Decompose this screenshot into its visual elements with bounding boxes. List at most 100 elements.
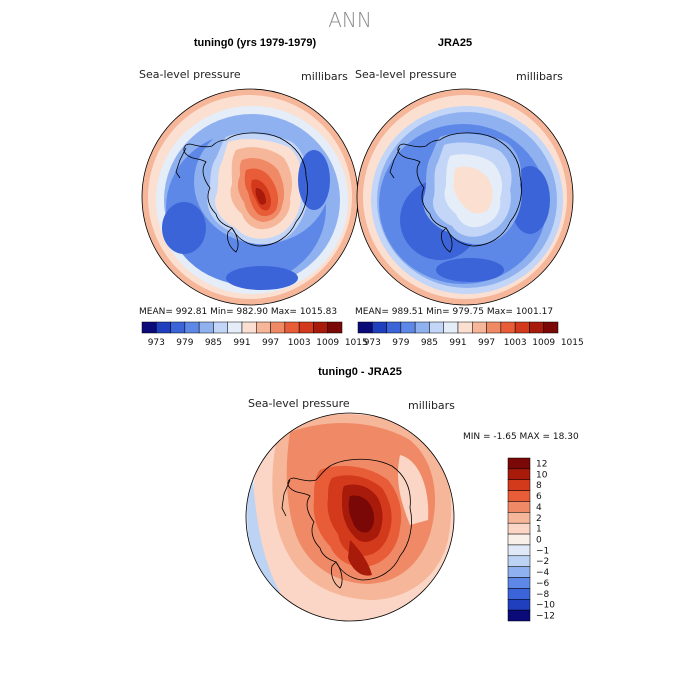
p3-colorbar-swatch — [507, 533, 531, 546]
p3-colorbar-tick-label: 12 — [536, 459, 547, 469]
p1-ross-coast — [227, 227, 239, 253]
p3-colorbar-tick-label: −10 — [536, 601, 555, 611]
p3-ross-coast — [331, 561, 343, 589]
p1-colorbar-swatch — [327, 321, 343, 334]
panel-1-title: tuning0 (yrs 1979-1979) — [193, 37, 317, 49]
p3-colorbar-swatch — [507, 512, 531, 524]
p2-peninsula — [389, 147, 401, 179]
p2-colorbar-swatch — [486, 321, 502, 334]
panel-3-units: millibars — [408, 399, 455, 412]
p3-coastline — [287, 458, 412, 581]
p2-colorbar-swatch — [443, 321, 459, 334]
p1-colorbar-swatch — [313, 321, 328, 334]
p2-colorbar-swatch — [500, 321, 516, 334]
p3-colorbar-swatch — [507, 577, 531, 589]
p3-colorbar-tick-label: 4 — [536, 503, 542, 513]
p3-colorbar-swatch — [507, 479, 531, 491]
p3-colorbar-swatch — [507, 544, 531, 557]
panel-1-units: millibars — [301, 70, 348, 83]
p2-colorbar-swatch — [457, 321, 473, 334]
p1-low-east — [298, 150, 330, 210]
p1-colorbar-tick-label: 973 — [148, 338, 165, 348]
p1-colorbar-swatch — [184, 321, 200, 334]
panel-2-units: millibars — [516, 70, 563, 83]
p3-colorbar-swatch — [507, 490, 531, 502]
p3-colorbar-tick-label: 8 — [536, 481, 542, 491]
p2-colorbar-swatch — [429, 321, 444, 334]
p3-colorbar-tick-label: −12 — [536, 612, 555, 622]
p1-low-south — [226, 266, 298, 290]
p1-colorbar-swatch — [227, 321, 243, 334]
p3-colorbar-tick-label: 1 — [536, 525, 542, 535]
p1-coastline — [183, 132, 308, 247]
p2-coastline — [397, 132, 522, 247]
p3-colorbar-swatch — [507, 457, 531, 470]
p2-colorbar-tick-label: 973 — [364, 338, 381, 348]
panel-3-map — [246, 413, 454, 621]
panel-3-map-border — [245, 412, 455, 622]
p2-colorbar-tick-label: 979 — [392, 338, 409, 348]
p1-colorbar-tick-label: 1003 — [288, 338, 311, 348]
p3-east-patch — [398, 455, 429, 525]
p3-peninsula — [281, 479, 291, 517]
p1-colorbar-tick-label: 997 — [262, 338, 279, 348]
p2-colorbar-swatch — [400, 321, 416, 334]
p1-colorbar-swatch — [284, 321, 300, 334]
p1-colorbar-swatch — [198, 321, 214, 334]
panel-2-colorbar: 973 979 985 991 997 1003 1009 1015 — [357, 321, 584, 348]
p2-colorbar-tick-label: 985 — [421, 338, 438, 348]
p3-colorbar-swatch — [507, 588, 531, 600]
p3-colorbar-swatch — [507, 555, 531, 567]
panel-3-variable: Sea-level pressure — [248, 397, 350, 410]
p2-colorbar-tick-label: 1003 — [504, 338, 527, 348]
p2-colorbar-swatch — [472, 321, 487, 334]
p2-colorbar-tick-label: 991 — [449, 338, 466, 348]
p3-colorbar-swatch — [507, 566, 531, 578]
p1-colorbar-swatch — [298, 321, 314, 334]
panel-2-stats: MEAN= 989.51 Min= 979.75 Max= 1001.17 — [355, 307, 554, 317]
panel-3-title: tuning0 - JRA25 — [318, 366, 402, 378]
p2-colorbar-swatch — [543, 321, 559, 334]
panel-2-variable: Sea-level pressure — [355, 68, 457, 81]
panel-1-variable: Sea-level pressure — [139, 68, 241, 81]
panel-1-map — [142, 89, 358, 305]
p1-colorbar-swatch — [256, 321, 271, 334]
panel-3-stats: MIN = -1.65 MAX = 18.30 — [463, 432, 579, 442]
p3-colorbar-tick-label: 6 — [536, 492, 542, 502]
p3-colorbar-tick-label: −4 — [536, 568, 550, 578]
figure-title: ANN — [328, 8, 372, 32]
p2-colorbar-tick-label: 997 — [478, 338, 495, 348]
panel-2-map-border — [356, 88, 574, 306]
panel-1-stats: MEAN= 992.81 Min= 982.90 Max= 1015.83 — [139, 307, 338, 317]
p1-peninsula — [175, 147, 187, 179]
p1-colorbar-tick-label: 991 — [233, 338, 250, 348]
p2-colorbar-swatch — [386, 321, 402, 334]
p3-colorbar-tick-label: 0 — [536, 536, 542, 546]
p3-colorbar-tick-label: 2 — [536, 514, 542, 524]
panel-2-title: JRA25 — [437, 37, 473, 49]
panel-2-map — [357, 89, 573, 305]
p1-colorbar-tick-label: 1015 — [345, 338, 368, 348]
p1-colorbar-tick-label: 979 — [176, 338, 193, 348]
p1-colorbar-swatch — [241, 321, 257, 334]
p3-colorbar-tick-label: −2 — [536, 557, 549, 567]
p2-colorbar-swatch — [514, 321, 530, 334]
p1-colorbar-tick-label: 985 — [205, 338, 222, 348]
p1-colorbar-swatch — [156, 321, 171, 334]
p3-colorbar-tick-label: −1 — [536, 546, 549, 556]
p2-colorbar-swatch — [414, 321, 430, 334]
p1-colorbar-swatch — [170, 321, 186, 334]
p3-colorbar-swatch — [507, 501, 531, 513]
p2-ross-coast — [441, 227, 453, 253]
p3-colorbar-tick-label: 10 — [536, 470, 548, 480]
p2-colorbar-swatch — [372, 321, 387, 334]
p3-ross-high — [348, 540, 372, 576]
p2-plateau-3 — [453, 166, 493, 214]
p1-colorbar-swatch — [213, 321, 228, 334]
p3-colorbar-swatch — [507, 599, 531, 611]
p3-colorbar-tick-label: −6 — [536, 579, 550, 589]
p1-colorbar-swatch — [141, 321, 157, 334]
p1-colorbar-swatch — [270, 321, 286, 334]
